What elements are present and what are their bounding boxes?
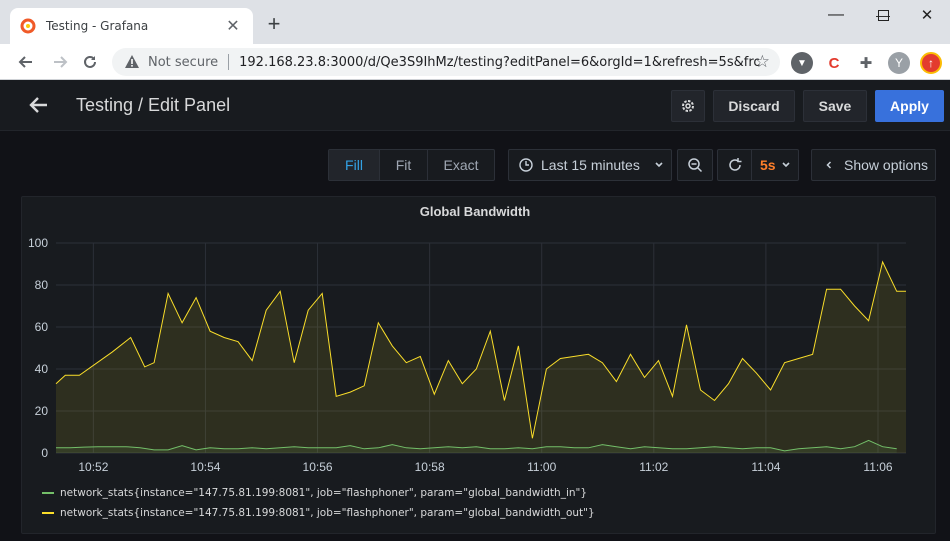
series-area-0	[56, 440, 897, 453]
close-window-icon[interactable]: ✕	[920, 7, 934, 24]
zoom-out-button[interactable]	[677, 149, 713, 181]
chevron-left-icon	[826, 161, 832, 169]
refresh-button[interactable]	[718, 150, 752, 180]
extensions-puzzle-icon[interactable]: ✚	[859, 55, 873, 72]
bookmark-star-icon[interactable]: ☆	[754, 52, 770, 71]
legend-label-in: network_stats{instance="147.75.81.199:80…	[60, 487, 588, 499]
minimize-window-icon[interactable]: —	[828, 6, 844, 23]
reload-icon[interactable]	[78, 50, 102, 74]
y-tick-label: 20	[35, 404, 49, 418]
legend-item-out[interactable]: network_stats{instance="147.75.81.199:80…	[42, 507, 595, 519]
tab-close-icon[interactable]: ✕	[226, 18, 240, 35]
legend-item-in[interactable]: network_stats{instance="147.75.81.199:80…	[42, 487, 587, 499]
chevron-down-icon	[782, 162, 790, 168]
view-mode-radio-group: Fill Fit Exact	[328, 149, 495, 181]
browser-tab[interactable]: Testing - Grafana ✕	[10, 8, 253, 44]
legend-swatch-in	[42, 492, 54, 494]
discard-button[interactable]: Discard	[713, 90, 795, 122]
x-tick-label: 10:58	[415, 460, 445, 474]
profile-avatar[interactable]: Y	[888, 52, 910, 74]
x-tick-label: 10:52	[78, 460, 108, 474]
series-line-1[interactable]	[55, 260, 906, 439]
view-mode-fill[interactable]: Fill	[329, 150, 380, 180]
y-tick-label: 40	[35, 362, 49, 376]
x-tick-label: 10:56	[303, 460, 333, 474]
forward-arrow-icon[interactable]	[48, 50, 72, 74]
refresh-interval-value: 5s	[760, 157, 776, 173]
panel-title[interactable]: Global Bandwidth	[419, 204, 531, 219]
grafana-favicon-icon	[20, 18, 36, 34]
update-menu-icon[interactable]: ↑	[920, 52, 942, 74]
settings-button[interactable]	[671, 90, 705, 122]
extension-c-icon[interactable]: C	[828, 54, 840, 72]
series-line-0[interactable]	[56, 439, 897, 452]
gear-icon	[682, 100, 694, 112]
legend-swatch-out	[42, 512, 54, 514]
chevron-down-icon	[655, 162, 663, 168]
warning-icon	[125, 55, 139, 68]
grafana-header: Testing / Edit Panel Discard Save Apply	[0, 80, 950, 131]
y-tick-label: 0	[41, 446, 48, 460]
view-mode-exact[interactable]: Exact	[443, 157, 479, 173]
time-range-label: Last 15 minutes	[541, 157, 640, 173]
refresh-icon	[728, 158, 741, 171]
refresh-picker: 5s	[717, 149, 799, 181]
clock-icon	[519, 158, 533, 172]
x-tick-label: 11:00	[527, 460, 556, 474]
refresh-interval-select[interactable]: 5s	[752, 157, 791, 173]
show-options-button[interactable]: Show options	[811, 149, 936, 181]
time-range-picker[interactable]: Last 15 minutes	[508, 149, 672, 181]
view-mode-fit[interactable]: Fit	[380, 150, 428, 180]
page-title: Testing / Edit Panel	[76, 95, 231, 115]
apply-button[interactable]: Apply	[875, 90, 944, 122]
url-text[interactable]: 192.168.23.8:3000/d/Qe3S9IhMz/testing?ed…	[239, 54, 760, 70]
x-tick-label: 11:02	[639, 460, 668, 474]
y-tick-label: 80	[35, 278, 49, 292]
browser-tab-strip: Testing - Grafana ✕ + —	[0, 0, 950, 44]
security-label[interactable]: Not secure	[148, 54, 219, 70]
y-tick-label: 60	[35, 320, 49, 334]
tab-title: Testing - Grafana	[46, 19, 149, 33]
extension-shield-icon[interactable]: ▼	[791, 52, 813, 74]
maximize-window-icon[interactable]	[860, 0, 906, 30]
address-bar-row: Not secure 192.168.23.8:3000/d/Qe3S9IhMz…	[0, 44, 950, 80]
omnibox[interactable]: Not secure 192.168.23.8:3000/d/Qe3S9IhMz…	[112, 48, 780, 76]
save-button[interactable]: Save	[803, 90, 867, 122]
y-tick-label: 100	[28, 236, 48, 250]
zoom-out-icon	[688, 158, 703, 173]
legend-label-out: network_stats{instance="147.75.81.199:80…	[60, 507, 595, 519]
minimize-icon[interactable]: —	[876, 7, 890, 23]
new-tab-button[interactable]: +	[267, 11, 281, 36]
show-options-label: Show options	[844, 157, 929, 173]
omnibox-divider	[228, 54, 230, 70]
x-tick-label: 10:54	[190, 460, 220, 474]
x-tick-label: 11:06	[863, 460, 892, 474]
back-arrow-icon[interactable]	[14, 50, 38, 74]
x-tick-label: 11:04	[751, 460, 780, 474]
back-arrow-icon[interactable]	[27, 93, 51, 117]
